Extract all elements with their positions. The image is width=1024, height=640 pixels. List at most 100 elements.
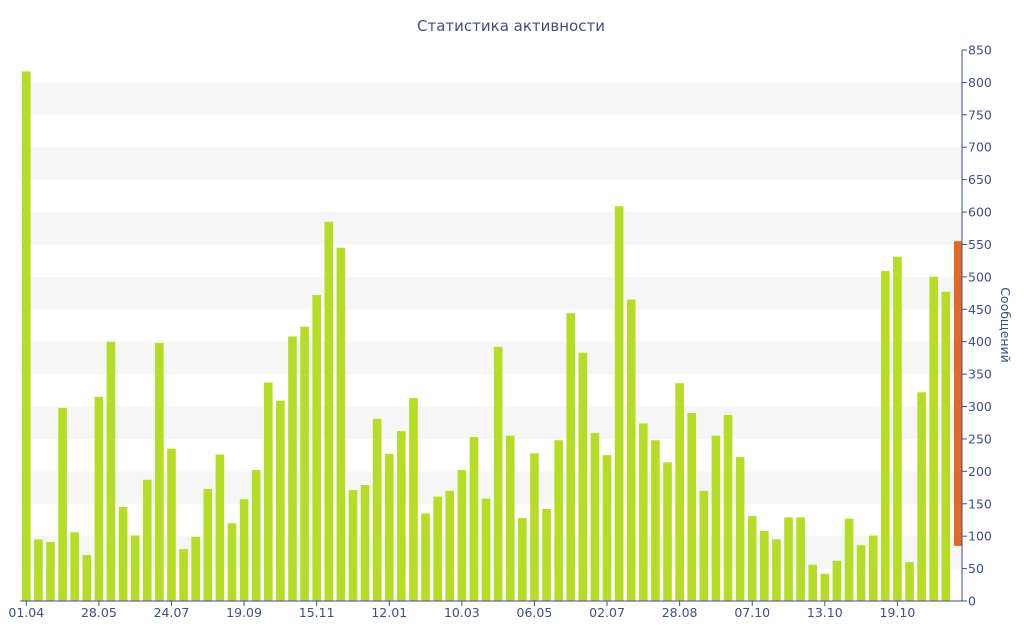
y-tick-label: 400: [968, 334, 992, 349]
bar: [651, 440, 660, 601]
bar: [227, 523, 237, 601]
grid-band: [20, 406, 962, 439]
bar: [288, 336, 297, 601]
bar: [360, 484, 370, 601]
x-tick-label: 02.07: [589, 605, 625, 620]
bar: [505, 435, 515, 601]
bar: [760, 530, 769, 601]
bar: [457, 470, 467, 601]
y-tick-label: 350: [968, 367, 992, 382]
highlight-range-bar: [954, 241, 962, 546]
bar: [881, 271, 890, 601]
bar: [699, 490, 709, 601]
bar: [336, 247, 346, 601]
bar: [155, 343, 164, 601]
y-tick-label: 600: [968, 205, 992, 220]
x-tick-label: 28.05: [81, 605, 117, 620]
y-tick-label: 500: [968, 269, 992, 284]
bar: [868, 535, 878, 601]
y-tick-label: 450: [968, 302, 992, 317]
bar: [590, 433, 600, 601]
bar: [929, 276, 938, 601]
bar: [747, 516, 757, 601]
bar: [639, 423, 648, 601]
y-tick-label: 700: [968, 140, 992, 155]
bar: [905, 562, 914, 601]
bar: [941, 291, 951, 601]
bar: [493, 346, 503, 601]
y-tick-label: 650: [968, 172, 992, 187]
bar: [481, 498, 491, 601]
bar: [179, 549, 188, 601]
bar: [276, 400, 285, 601]
bar: [445, 490, 455, 601]
highlight-group: [954, 241, 962, 546]
y-tick-label: 800: [968, 75, 992, 90]
x-tick-label: 06.05: [517, 605, 553, 620]
grid-band: [20, 471, 962, 504]
y-tick-label: 300: [968, 399, 992, 414]
y-tick-label: 250: [968, 431, 992, 446]
bar: [82, 554, 92, 601]
x-tick-label: 28.08: [662, 605, 698, 620]
bar: [142, 479, 152, 601]
bar: [58, 407, 67, 601]
y-tick-label: 0: [968, 594, 976, 609]
bar: [675, 383, 684, 601]
bar: [530, 453, 539, 601]
bar: [554, 440, 563, 601]
y-tick-label: 50: [968, 561, 984, 576]
x-tick-label: 19.10: [880, 605, 916, 620]
bar: [106, 341, 116, 601]
x-tick-label: 12.01: [371, 605, 407, 620]
bars-group: [22, 71, 951, 601]
bar: [251, 470, 261, 601]
bar: [34, 539, 43, 601]
bar: [917, 392, 926, 601]
bar: [397, 431, 406, 601]
bar: [856, 545, 866, 601]
bar: [784, 517, 793, 601]
grid-band: [20, 341, 962, 375]
grid-band: [20, 147, 962, 180]
y-tick-label: 200: [968, 464, 992, 479]
y-tick-label: 850: [968, 43, 992, 58]
bar: [372, 418, 382, 601]
chart-title: Статистика активности: [417, 17, 605, 35]
bar: [22, 71, 31, 601]
y-ticks-group: 0 50 100 150 200 250 300 350 400 450 500 550 600 650 7…: [962, 43, 992, 609]
bar: [167, 448, 176, 601]
x-tick-label: 01.04: [8, 605, 44, 620]
grid-band: [20, 82, 962, 115]
grid-band: [20, 276, 962, 310]
bar: [118, 507, 128, 601]
bar: [723, 414, 733, 601]
bar: [566, 313, 576, 601]
x-tick-label: 07.10: [734, 605, 770, 620]
bar: [711, 435, 721, 601]
bar: [191, 536, 200, 601]
bar: [70, 532, 79, 601]
bar: [626, 299, 636, 601]
bar: [820, 573, 830, 601]
axes-group: [20, 50, 963, 602]
bar: [263, 382, 273, 601]
grid-band: [20, 536, 962, 569]
x-tick-label: 19.09: [226, 605, 262, 620]
bar: [324, 221, 334, 601]
bar: [239, 499, 249, 601]
grid-band: [20, 212, 962, 245]
bar: [348, 490, 358, 601]
grid-bands: [20, 82, 962, 569]
bar: [893, 256, 902, 601]
y-tick-label: 150: [968, 496, 992, 511]
bar: [614, 206, 624, 601]
bar: [312, 295, 321, 601]
bar: [409, 398, 418, 601]
x-ticks-group: 01.04 28.05 24.07 19.09 15.11 12.01 10.03 06.05…: [8, 601, 915, 620]
bar: [663, 462, 672, 601]
y-tick-label: 100: [968, 529, 992, 544]
x-tick-label: 10.03: [444, 605, 480, 620]
bar: [808, 564, 818, 601]
